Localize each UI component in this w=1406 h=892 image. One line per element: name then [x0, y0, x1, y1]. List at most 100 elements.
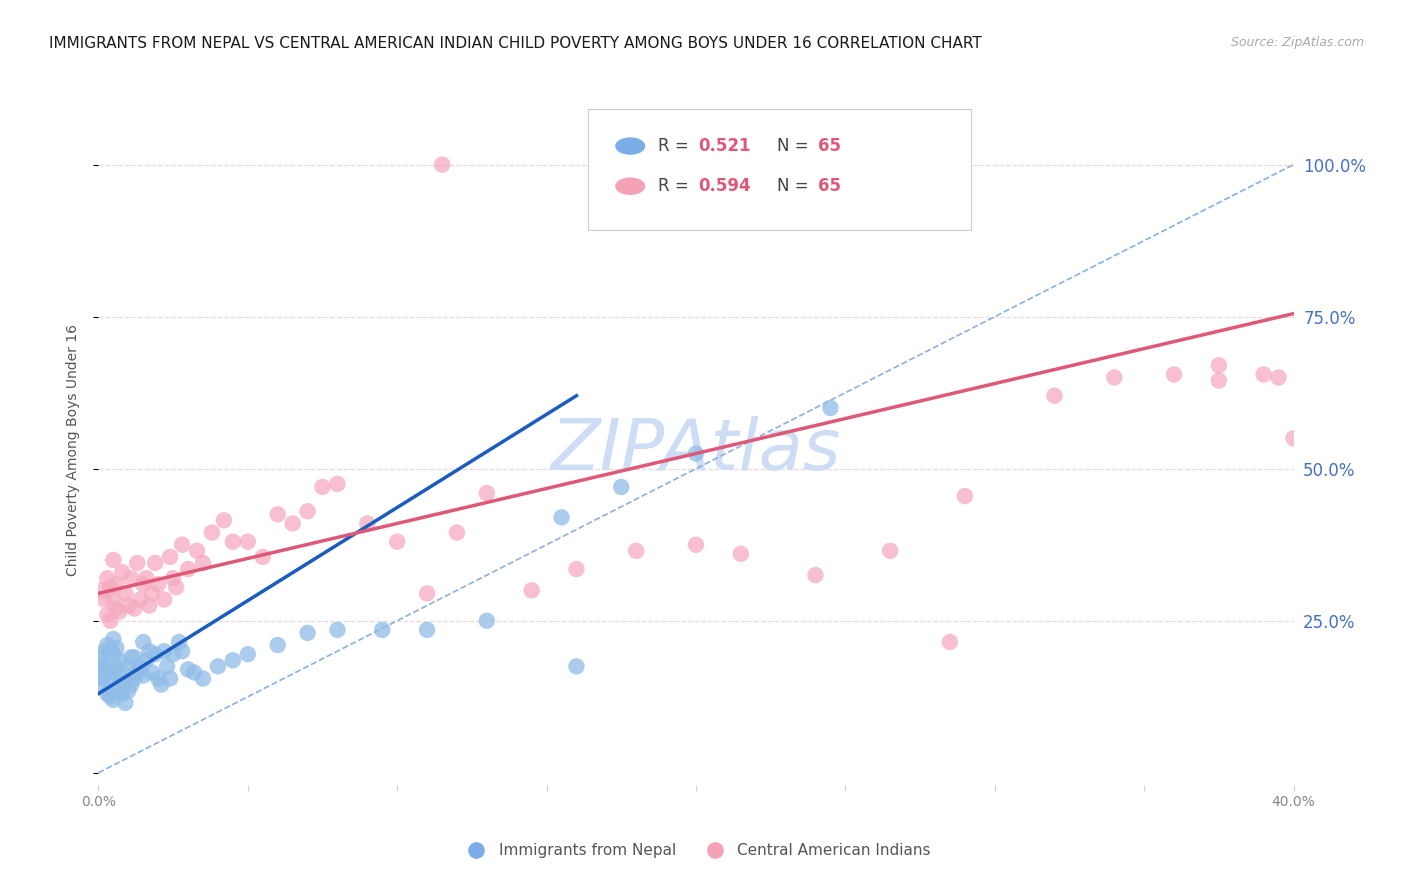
- Point: [297, 626, 319, 640]
- Point: [124, 601, 146, 615]
- Point: [730, 547, 752, 561]
- Point: [156, 659, 179, 673]
- Point: [430, 158, 453, 172]
- Point: [108, 678, 131, 692]
- Point: [143, 647, 166, 661]
- Point: [96, 687, 118, 701]
- Point: [153, 644, 176, 658]
- Point: [565, 562, 588, 576]
- Point: [804, 568, 827, 582]
- Point: [236, 534, 259, 549]
- Point: [89, 659, 111, 673]
- Point: [565, 659, 588, 673]
- Point: [148, 672, 170, 686]
- Point: [475, 486, 498, 500]
- Point: [222, 534, 245, 549]
- Point: [183, 665, 205, 680]
- Legend: Immigrants from Nepal, Central American Indians: Immigrants from Nepal, Central American …: [454, 837, 938, 864]
- Point: [93, 592, 115, 607]
- Point: [416, 623, 439, 637]
- Point: [550, 510, 572, 524]
- Point: [105, 641, 128, 656]
- Point: [98, 690, 122, 704]
- Point: [98, 672, 122, 686]
- Point: [267, 508, 290, 522]
- Point: [311, 480, 333, 494]
- Point: [159, 549, 181, 564]
- Point: [685, 446, 707, 460]
- Point: [1282, 431, 1305, 445]
- Point: [103, 665, 125, 680]
- Text: 0.594: 0.594: [699, 178, 751, 195]
- Point: [138, 599, 160, 613]
- Point: [127, 665, 149, 680]
- Point: [820, 401, 842, 415]
- Y-axis label: Child Poverty Among Boys Under 16: Child Poverty Among Boys Under 16: [66, 325, 80, 576]
- Point: [212, 513, 235, 527]
- Point: [114, 696, 136, 710]
- Point: [177, 562, 200, 576]
- Point: [1253, 368, 1275, 382]
- Point: [129, 592, 152, 607]
- Point: [281, 516, 304, 531]
- Point: [939, 635, 962, 649]
- Point: [135, 571, 157, 585]
- Point: [96, 638, 118, 652]
- Point: [111, 687, 134, 701]
- Point: [201, 525, 224, 540]
- Point: [103, 553, 125, 567]
- Text: Source: ZipAtlas.com: Source: ZipAtlas.com: [1230, 36, 1364, 49]
- Point: [111, 665, 134, 680]
- Point: [162, 571, 184, 585]
- Point: [105, 577, 128, 591]
- Point: [98, 580, 122, 594]
- Point: [1208, 374, 1230, 388]
- Point: [165, 580, 187, 594]
- Text: R =: R =: [658, 137, 693, 155]
- Point: [1208, 359, 1230, 373]
- Point: [111, 565, 134, 579]
- Point: [124, 672, 146, 686]
- Point: [610, 480, 633, 494]
- Point: [186, 544, 208, 558]
- Point: [103, 647, 125, 661]
- Point: [120, 571, 142, 585]
- Point: [132, 577, 155, 591]
- Point: [114, 674, 136, 689]
- Point: [124, 650, 146, 665]
- Point: [446, 525, 468, 540]
- Point: [120, 650, 142, 665]
- Point: [416, 586, 439, 600]
- Point: [93, 659, 115, 673]
- Point: [90, 583, 112, 598]
- Point: [267, 638, 290, 652]
- Point: [685, 538, 707, 552]
- Point: [191, 672, 214, 686]
- Point: [98, 644, 122, 658]
- Text: IMMIGRANTS FROM NEPAL VS CENTRAL AMERICAN INDIAN CHILD POVERTY AMONG BOYS UNDER : IMMIGRANTS FROM NEPAL VS CENTRAL AMERICA…: [49, 36, 981, 51]
- Point: [222, 653, 245, 667]
- Point: [90, 668, 112, 682]
- Point: [117, 683, 139, 698]
- Point: [177, 662, 200, 676]
- Point: [371, 623, 394, 637]
- Point: [297, 504, 319, 518]
- Point: [103, 632, 125, 646]
- Point: [117, 599, 139, 613]
- Point: [93, 681, 115, 695]
- Point: [127, 556, 149, 570]
- Point: [93, 644, 115, 658]
- Point: [96, 662, 118, 676]
- Point: [1043, 389, 1066, 403]
- Point: [117, 659, 139, 673]
- Text: N =: N =: [778, 137, 814, 155]
- Point: [252, 549, 274, 564]
- FancyBboxPatch shape: [589, 109, 972, 230]
- Point: [96, 571, 118, 585]
- Point: [1267, 370, 1289, 384]
- Point: [105, 683, 128, 698]
- Point: [103, 693, 125, 707]
- Text: N =: N =: [778, 178, 814, 195]
- Circle shape: [616, 138, 644, 154]
- Point: [626, 544, 648, 558]
